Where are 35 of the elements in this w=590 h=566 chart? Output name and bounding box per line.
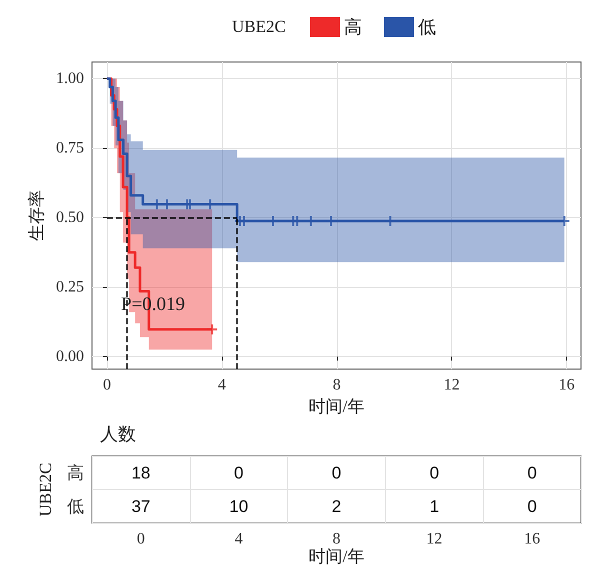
data-label: 37 — [131, 496, 150, 516]
x-tick-label: 0 — [136, 530, 145, 548]
x-tick-label: 16 — [524, 530, 540, 548]
y-axis-title: UBE2C — [36, 462, 55, 516]
data-label: 0 — [527, 496, 537, 516]
x-tick-label: 12 — [426, 530, 442, 548]
data-label: 0 — [332, 463, 342, 482]
y-tick-label: 低 — [67, 496, 84, 516]
x-tick-label: 8 — [332, 376, 341, 394]
x-tick-label: 16 — [558, 376, 575, 394]
legend-label: 低 — [418, 17, 436, 37]
x-tick-label: 12 — [444, 376, 460, 394]
y-tick-label: 0.50 — [56, 209, 84, 226]
legend-label: 高 — [344, 17, 362, 37]
x-tick-label: 4 — [218, 376, 226, 394]
x-axis-title: 时间/年 — [308, 397, 364, 416]
y-axis-title: 生存率 — [27, 190, 46, 242]
x-axis-title: 时间/年 — [308, 547, 364, 566]
data-label: 10 — [229, 496, 248, 516]
data-label: 18 — [131, 463, 150, 482]
chart-title: 人数 — [100, 424, 136, 444]
data-label: 0 — [527, 463, 537, 482]
y-tick-label: 0.75 — [56, 140, 84, 157]
x-tick-label: 4 — [234, 530, 243, 548]
x-tick-label: 0 — [102, 376, 111, 394]
y-tick-label: 0.25 — [56, 278, 84, 296]
data-label: 2 — [332, 496, 342, 516]
y-tick-label: 0.00 — [56, 348, 84, 366]
data-label: 1 — [430, 496, 440, 516]
y-tick-label: 高 — [67, 463, 84, 482]
legend-title: UBE2C — [232, 17, 286, 36]
data-label: 0 — [234, 463, 244, 482]
x-tick-label: 8 — [332, 530, 340, 548]
data-label: 0 — [430, 463, 440, 482]
y-tick-label: 1.00 — [56, 70, 84, 88]
